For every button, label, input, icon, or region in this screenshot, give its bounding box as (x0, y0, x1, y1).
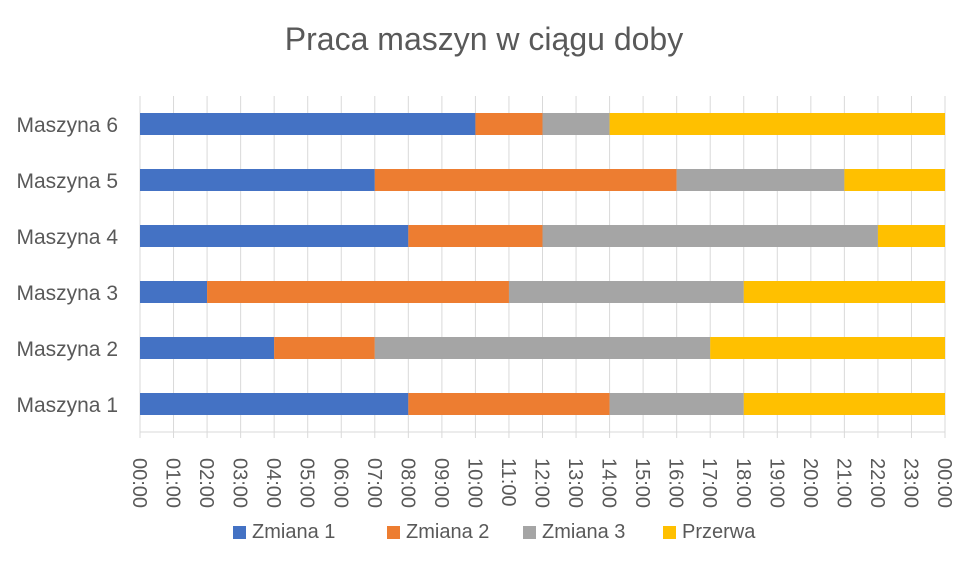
x-tick-label: 07:00 (363, 458, 385, 508)
x-tick-label: 15:00 (631, 458, 653, 508)
x-tick-label: 14:00 (598, 458, 620, 508)
x-tick-label: 21:00 (832, 458, 854, 508)
bar-segment (274, 337, 375, 359)
x-tick-label: 23:00 (899, 458, 921, 508)
bar-segment (877, 225, 945, 247)
legend-label: Zmiana 3 (542, 521, 625, 543)
x-tick-label: 22:00 (866, 458, 888, 508)
x-tick-label: 12:00 (531, 458, 553, 508)
bar-segment (140, 169, 375, 191)
legend-label: Zmiana 2 (406, 521, 489, 543)
x-tick-label: 18:00 (732, 458, 754, 508)
y-tick-label: Maszyna 1 (16, 394, 118, 417)
bar-segment (374, 169, 677, 191)
bar-segment (140, 225, 409, 247)
bar-segment (676, 169, 845, 191)
chart-title: Praca maszyn w ciągu doby (285, 21, 683, 57)
y-tick-label: Maszyna 6 (16, 114, 118, 137)
bar-segment (140, 281, 208, 303)
bar-segment (140, 113, 476, 135)
bar-segment (475, 113, 543, 135)
bar-segment (140, 337, 275, 359)
bar-segment (542, 113, 610, 135)
bar-segment (609, 393, 744, 415)
x-tick-label: 10:00 (463, 458, 485, 508)
bar-segment (743, 281, 945, 303)
y-tick-label: Maszyna 5 (16, 170, 118, 193)
bar-segment (207, 281, 509, 303)
bar-segment (408, 393, 610, 415)
legend-label: Zmiana 1 (252, 521, 335, 543)
y-tick-label: Maszyna 4 (16, 226, 118, 249)
legend-swatch (387, 526, 400, 539)
bar-segment (542, 225, 878, 247)
y-tick-label: Maszyna 2 (16, 338, 118, 361)
x-tick-label: 04:00 (262, 458, 284, 508)
y-tick-label: Maszyna 3 (16, 282, 118, 305)
x-tick-label: 08:00 (396, 458, 418, 508)
x-tick-label: 03:00 (229, 458, 251, 508)
x-tick-label: 01:00 (162, 458, 184, 508)
bar-segment (508, 281, 744, 303)
y-axis-labels: Maszyna 1 Maszyna 2 Maszyna 3 Maszyna 4 Masz… (16, 114, 118, 417)
x-tick-label: 11:00 (497, 458, 519, 507)
legend-swatch (663, 526, 676, 539)
bar-segment (743, 393, 945, 415)
x-tick-label: 02:00 (195, 458, 217, 508)
legend-label: Przerwa (682, 521, 756, 543)
bar-segment (844, 169, 945, 191)
bar-segment (140, 393, 409, 415)
x-axis-labels: 00:00 01:00 02:00 03:00 04:00 05:00 06:00 07:00… (128, 458, 955, 508)
gridlines (139, 96, 946, 438)
x-tick-label: 19:00 (765, 458, 787, 508)
bar-segment (408, 225, 543, 247)
x-tick-label: 09:00 (430, 458, 452, 508)
bar-segment (609, 113, 945, 135)
legend-swatch (523, 526, 536, 539)
x-tick-label: 16:00 (665, 458, 687, 508)
legend: Zmiana 1 Zmiana 2 Zmiana 3 Przerwa (233, 521, 756, 543)
x-tick-label: 13:00 (564, 458, 586, 508)
legend-swatch (233, 526, 246, 539)
x-tick-label: 05:00 (296, 458, 318, 508)
x-tick-label: 06:00 (329, 458, 351, 508)
bar-segment (374, 337, 711, 359)
x-tick-label: 17:00 (698, 458, 720, 508)
x-tick-label: 20:00 (799, 458, 821, 508)
x-tick-label: 00:00 (128, 458, 150, 508)
x-tick-label: 00:00 (933, 458, 955, 508)
bars (140, 113, 945, 415)
bar-segment (710, 337, 945, 359)
